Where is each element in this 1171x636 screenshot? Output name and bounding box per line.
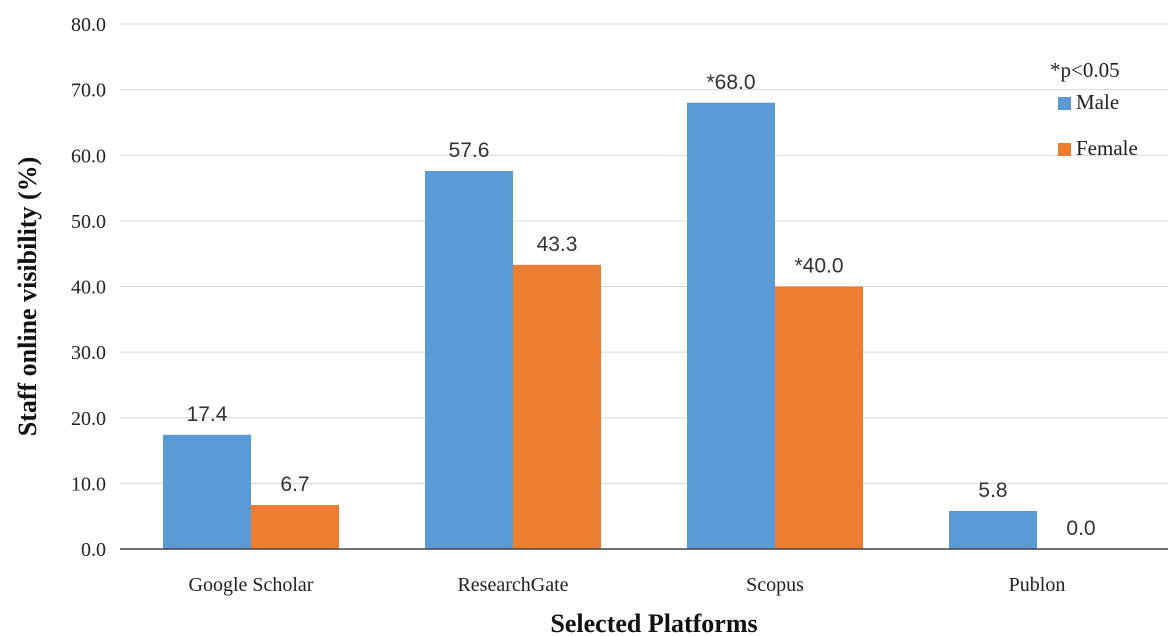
x-axis-title: Selected Platforms	[550, 609, 757, 636]
gridlines	[120, 23, 1168, 484]
y-tick-label: 0.0	[81, 539, 106, 561]
bar-male-scopus	[687, 102, 775, 549]
x-axis-categories: Google Scholar ResearchGate Scopus Publon	[189, 574, 1066, 596]
x-category-label: Scopus	[746, 574, 804, 596]
y-axis-title: Staff online visibility (%)	[13, 157, 42, 437]
y-tick-label: 10.0	[71, 473, 106, 495]
y-axis-ticks: 0.0 10.0 20.0 30.0 40.0 50.0 60.0 70.0 80.0	[71, 14, 106, 561]
bar-female-google-scholar	[251, 505, 339, 549]
x-category-label: Google Scholar	[189, 574, 314, 596]
bar-male-publon	[949, 510, 1037, 549]
bar-female-researchgate	[513, 264, 601, 549]
bars	[163, 102, 1037, 549]
data-label: 17.4	[187, 403, 228, 426]
bar-female-scopus	[775, 286, 863, 549]
y-tick-label: 60.0	[71, 145, 106, 167]
data-label: 0.0	[1066, 517, 1095, 540]
data-label: *68.0	[706, 71, 755, 94]
legend: *p<0.05 Male Female	[1050, 58, 1138, 160]
legend-label-male: Male	[1076, 90, 1119, 114]
data-labels: 17.4 6.7 57.6 43.3 *68.0 *40.0 5.8 0.0	[187, 71, 1096, 540]
data-label: 57.6	[449, 139, 490, 162]
data-label: *40.0	[794, 255, 843, 278]
y-tick-label: 30.0	[71, 342, 106, 364]
legend-swatch-female	[1058, 143, 1071, 156]
data-label: 6.7	[280, 473, 309, 496]
significance-annotation: *p<0.05	[1050, 58, 1120, 82]
bar-male-researchgate	[425, 171, 513, 549]
y-tick-label: 40.0	[71, 277, 106, 299]
x-category-label: Publon	[1009, 574, 1066, 596]
y-tick-label: 70.0	[71, 80, 106, 102]
y-tick-label: 20.0	[71, 408, 106, 430]
y-tick-label: 50.0	[71, 211, 106, 233]
legend-swatch-male	[1058, 97, 1071, 110]
data-label: 5.8	[978, 479, 1007, 502]
bar-male-google-scholar	[163, 434, 251, 549]
y-tick-label: 80.0	[71, 14, 106, 36]
data-label: 43.3	[537, 233, 578, 256]
x-category-label: ResearchGate	[457, 574, 568, 596]
legend-label-female: Female	[1076, 136, 1138, 160]
